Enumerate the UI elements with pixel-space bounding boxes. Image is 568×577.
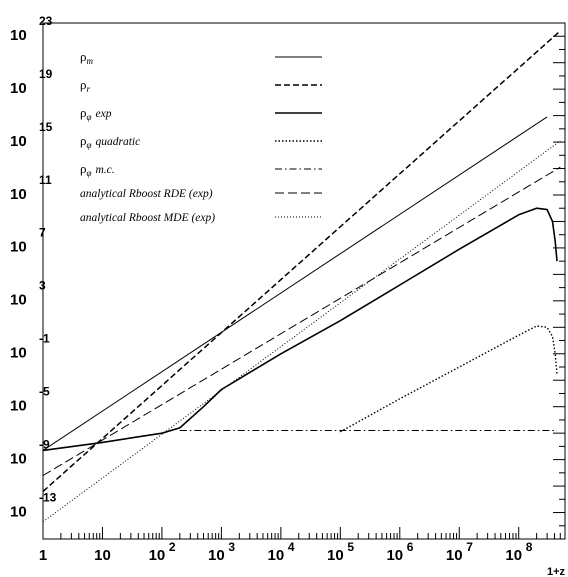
svg-text:2: 2 <box>169 540 176 554</box>
y-tick-labels: 10 23 10 19 10 15 10 11 10 7 10 3 10 -1 10 -5 10 -9 10 -13 <box>10 14 57 520</box>
svg-text:-13: -13 <box>39 490 57 504</box>
svg-text:3: 3 <box>228 540 235 554</box>
legend-label-1: ρm <box>80 49 94 66</box>
svg-text:-5: -5 <box>39 384 50 398</box>
x-tick-label: 10 2 <box>149 540 176 564</box>
x-tick-label: 10 <box>94 547 111 564</box>
svg-text:10: 10 <box>10 133 27 150</box>
svg-text:10: 10 <box>268 547 285 564</box>
svg-text:23: 23 <box>39 14 53 28</box>
series-line-1 <box>42 116 548 451</box>
legend-label-4: ρφ quadratic <box>80 133 140 150</box>
svg-text:10: 10 <box>10 239 27 256</box>
svg-text:5: 5 <box>347 540 354 554</box>
legend-label-6: analytical Rboost RDE (exp) <box>80 188 213 200</box>
x-tick-label: 10 4 <box>268 540 295 564</box>
y-tick-label: 10 11 <box>10 173 52 203</box>
legend-label-7: analytical Rboost MDE (exp) <box>80 212 215 224</box>
series-curves <box>42 30 561 523</box>
svg-text:3: 3 <box>39 279 46 293</box>
svg-text:10: 10 <box>327 547 344 564</box>
y-tick-label: 10 19 <box>10 67 53 97</box>
legend-label-3: ρφ exp <box>80 105 112 122</box>
svg-text:10: 10 <box>386 547 403 564</box>
svg-text:10: 10 <box>10 292 27 309</box>
svg-text:11: 11 <box>39 173 52 187</box>
svg-text:1: 1 <box>39 547 47 564</box>
svg-text:10: 10 <box>10 450 27 467</box>
series-line-7 <box>42 140 561 523</box>
axis-ticks <box>42 22 566 540</box>
svg-text:19: 19 <box>39 67 53 81</box>
y-tick-label: 10 -1 <box>10 332 50 362</box>
legend: ρm ρr ρφ exp ρφ quadratic ρφ m.c. analytical Rbo… <box>80 49 322 224</box>
svg-text:10: 10 <box>446 547 463 564</box>
x-tick-label: 10 8 <box>505 540 532 564</box>
legend-label-5: ρφ m.c. <box>80 161 115 178</box>
x-tick-label: 10 5 <box>327 540 354 564</box>
plot-frame <box>42 22 566 540</box>
y-tick-label: 10 -13 <box>10 490 57 520</box>
series-line-4 <box>339 325 558 433</box>
y-tick-label: 10 -9 <box>10 437 50 467</box>
x-axis-label: 1+z <box>547 566 566 577</box>
svg-text:10: 10 <box>10 345 27 362</box>
series-line-2 <box>42 30 561 492</box>
svg-text:8: 8 <box>526 540 533 554</box>
svg-text:10: 10 <box>149 547 166 564</box>
svg-text:-9: -9 <box>39 437 50 451</box>
legend-label-2: ρr <box>80 77 91 94</box>
svg-text:10: 10 <box>10 503 27 520</box>
svg-text:10: 10 <box>208 547 225 564</box>
x-tick-label: 10 3 <box>208 540 235 564</box>
svg-text:7: 7 <box>39 226 46 240</box>
svg-text:4: 4 <box>288 540 295 554</box>
svg-text:10: 10 <box>10 397 27 414</box>
series-line-3 <box>42 207 558 452</box>
svg-text:6: 6 <box>407 540 414 554</box>
x-tick-label: 10 6 <box>386 540 413 564</box>
svg-text:-1: -1 <box>39 332 50 346</box>
svg-text:15: 15 <box>39 120 53 134</box>
y-tick-label: 10 7 <box>10 226 46 256</box>
svg-text:7: 7 <box>466 540 473 554</box>
svg-text:10: 10 <box>94 547 111 564</box>
x-tick-labels: 1 10 10 2 10 3 10 4 10 5 10 6 10 7 10 8 <box>39 540 533 564</box>
y-tick-label: 10 23 <box>10 14 53 44</box>
y-tick-label: 10 3 <box>10 279 46 309</box>
y-tick-label: 10 -5 <box>10 384 50 414</box>
x-tick-label: 10 7 <box>446 540 473 564</box>
svg-text:10: 10 <box>10 186 27 203</box>
x-tick-label: 1 <box>39 547 47 564</box>
y-tick-label: 10 15 <box>10 120 53 150</box>
svg-text:10: 10 <box>10 27 27 44</box>
series-line-6 <box>42 166 561 476</box>
svg-text:10: 10 <box>10 80 27 97</box>
svg-text:10: 10 <box>505 547 522 564</box>
